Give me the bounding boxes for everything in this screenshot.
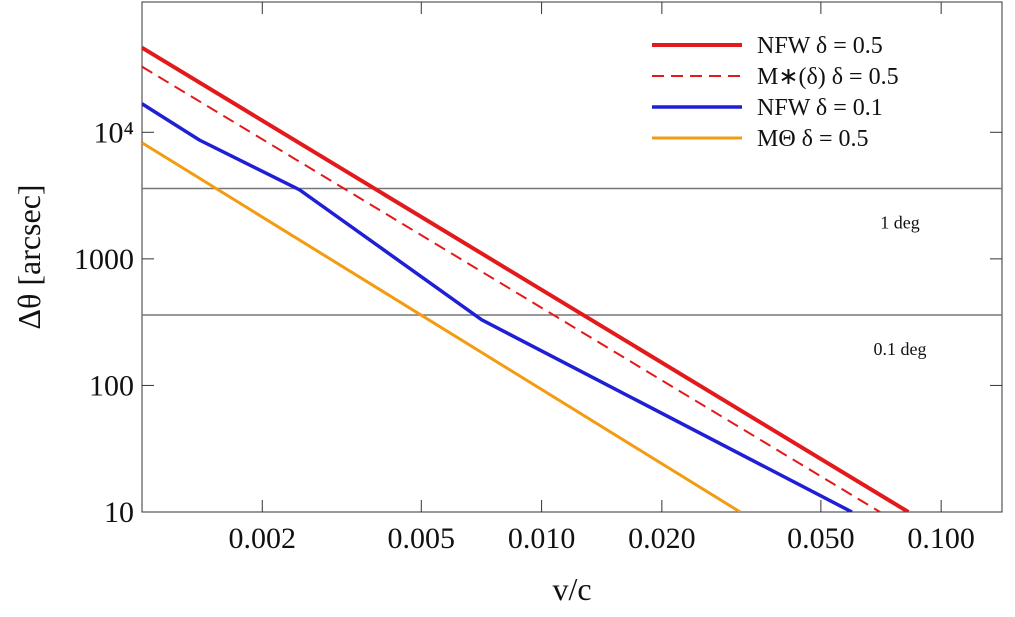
annotation: 1 deg	[880, 212, 920, 232]
legend-label: NFW δ = 0.5	[757, 33, 883, 59]
series-line	[142, 102, 853, 512]
series-line	[142, 45, 910, 512]
x-tick-label: 0.010	[508, 522, 576, 555]
annotation: 0.1 deg	[874, 339, 927, 359]
y-tick-label: 1000	[74, 243, 134, 276]
series-line	[142, 141, 741, 512]
plot-frame	[141, 1, 1003, 513]
series-line	[142, 65, 881, 512]
y-tick-label: 10	[104, 496, 134, 529]
x-tick-label: 0.100	[907, 522, 975, 555]
x-tick-label: 0.002	[229, 522, 297, 555]
x-tick-label: 0.005	[388, 522, 456, 555]
legend-label: NFW δ = 0.1	[757, 95, 883, 121]
y-tick-label: 100	[89, 369, 134, 402]
x-tick-label: 0.050	[787, 522, 855, 555]
legend-label: MΘ δ = 0.5	[757, 126, 869, 152]
x-axis-label: v/c	[552, 571, 591, 607]
y-tick-label: 10⁴	[94, 116, 134, 149]
x-tick-label: 0.020	[628, 522, 696, 555]
legend-label: M∗(δ) δ = 0.5	[757, 64, 899, 90]
y-axis-label: Δθ [arcsec]	[11, 184, 47, 329]
